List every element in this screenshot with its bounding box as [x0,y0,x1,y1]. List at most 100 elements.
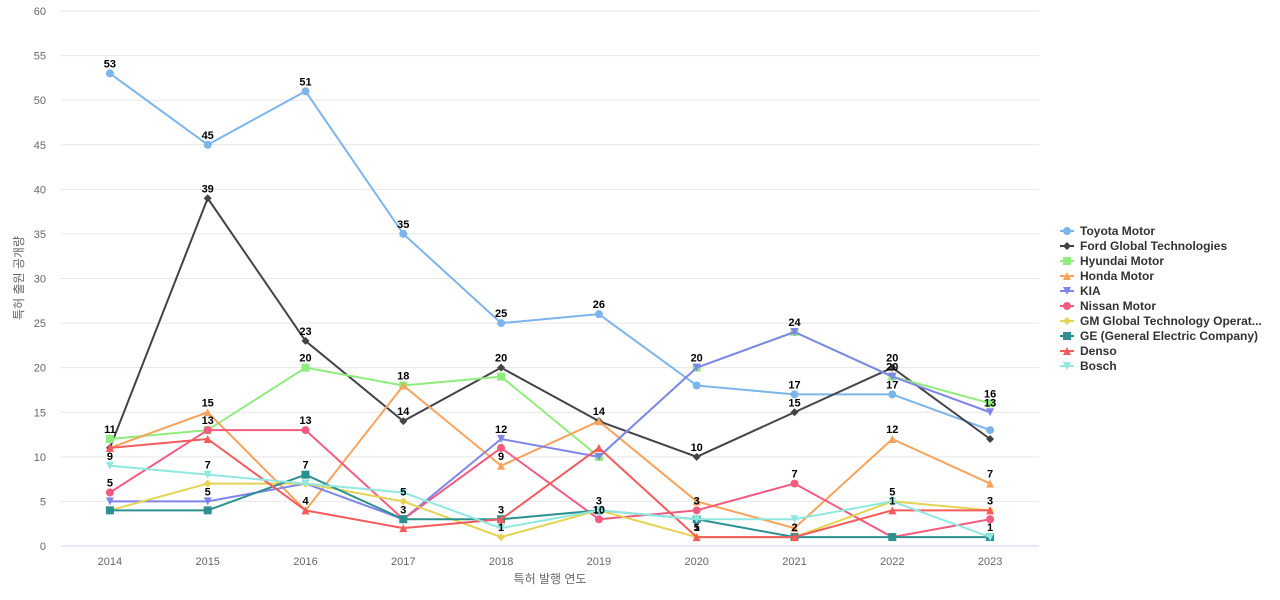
data-point [105,443,114,452]
data-label: 15 [202,397,214,409]
legend-item-denso[interactable]: Denso [1060,344,1117,358]
data-label: 1 [987,522,993,534]
data-point [497,372,506,381]
data-label: 51 [299,76,311,88]
data-point [790,479,799,488]
data-point [301,506,310,515]
data-point [986,426,995,435]
y-axis-title: 특허 출원 공개량 [12,236,26,320]
data-label: 17 [788,379,800,391]
legend-marker [1063,362,1071,370]
series-toyota-motor [105,69,995,435]
data-point [497,515,506,524]
data-point [399,524,408,533]
y-tick-label: 5 [40,496,46,508]
legend-item-hyundai-motor[interactable]: Hyundai Motor [1060,254,1164,268]
legend-marker [1063,287,1071,295]
data-label: 3 [498,504,504,516]
x-tick-label: 2017 [391,556,415,568]
series-kia [105,328,995,524]
data-point [301,426,310,435]
legend-item-ford-global-technologies[interactable]: Ford Global Technologies [1060,239,1227,253]
data-point [888,506,897,515]
data-point [203,140,212,149]
legend-item-kia[interactable]: KIA [1060,284,1101,298]
data-label: 20 [886,353,898,365]
data-point [105,69,114,78]
data-label: 14 [397,406,410,418]
legend-item-nissan-motor[interactable]: Nissan Motor [1060,299,1156,313]
data-point [399,229,408,238]
data-point [888,497,897,506]
data-point [888,435,897,443]
data-point [888,390,897,399]
data-label: 9 [498,451,504,463]
data-point [301,336,310,345]
series-bosch [105,461,995,542]
data-point [594,417,603,426]
legend-item-ge-general-electric-company[interactable]: GE (General Electric Company) [1060,329,1258,343]
x-tick-label: 2015 [195,556,219,568]
legend-item-bosch[interactable]: Bosch [1060,359,1117,373]
data-label: 35 [397,219,409,231]
data-label: 24 [788,317,801,329]
data-label: 7 [302,460,308,472]
data-label: 5 [694,522,700,534]
data-point [497,524,506,533]
data-label: 12 [886,424,898,436]
legend-label: KIA [1080,284,1101,298]
data-point [692,363,701,372]
series-group [105,69,995,542]
axes: 특허 발행 연도 특허 출원 공개량 2014 2015 2016 2017 2018 2… [12,236,1039,586]
y-tick-label: 20 [34,363,46,375]
data-point [986,408,995,417]
data-point [105,488,114,497]
data-point [203,408,212,417]
data-label: 53 [104,58,116,70]
data-point [497,443,506,452]
x-axis-title: 특허 발행 연도 [514,571,587,586]
legend-label: Toyota Motor [1080,224,1155,238]
data-label: 20 [886,362,898,374]
legend-item-gm-global-technology-operat[interactable]: GM Global Technology Operat... [1060,314,1262,328]
data-point [497,461,506,470]
data-point [692,533,701,542]
data-label: 5 [107,478,113,490]
data-label: 13 [202,415,214,427]
data-point [301,479,310,488]
y-tick-label: 40 [34,184,46,196]
data-point [399,515,408,524]
data-label: 16 [984,388,996,400]
data-label: 26 [593,299,605,311]
data-label: 13 [299,415,311,427]
data-point [986,479,995,488]
data-label: 7 [987,469,993,481]
data-point [105,497,114,506]
data-point [203,506,212,515]
series-line [108,384,992,530]
legend-marker [1063,347,1071,355]
data-point [790,328,799,336]
data-label: 45 [202,130,214,142]
y-tick-label: 45 [34,140,46,152]
data-point [692,506,701,515]
series-line [108,438,992,539]
data-point [399,497,408,506]
legend-label: GM Global Technology Operat... [1080,314,1262,328]
data-label: 5 [889,486,895,498]
legend-item-toyota-motor[interactable]: Toyota Motor [1060,224,1155,238]
data-label: 1 [694,522,700,534]
data-point [986,533,995,542]
legend-item-honda-motor[interactable]: Honda Motor [1060,269,1154,283]
y-tick-label: 0 [40,541,46,553]
legend-label: Nissan Motor [1080,299,1156,313]
data-label: 3 [596,495,602,507]
data-point [105,435,114,443]
data-label: 20 [691,353,703,365]
y-tick-label: 10 [34,452,46,464]
data-label: 5 [205,486,211,498]
